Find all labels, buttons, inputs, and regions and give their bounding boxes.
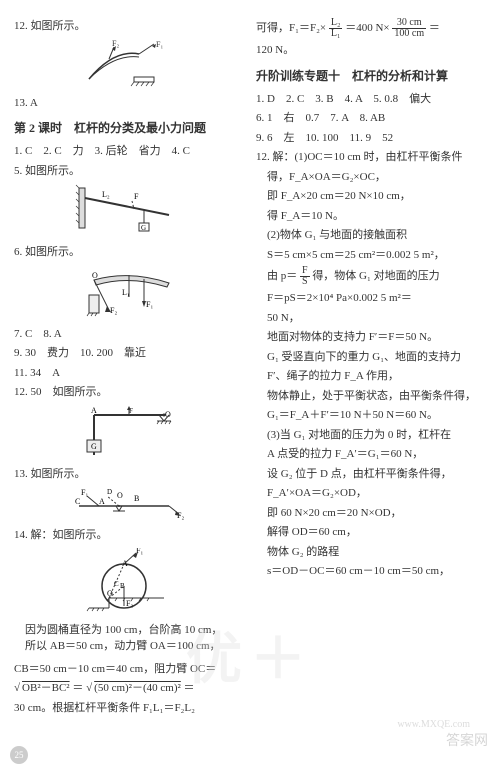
s12-4: (2)物体 G₁ 与地面的接触面积 (256, 227, 486, 244)
figure-14: O A F₁ F₂ B C (14, 548, 244, 618)
s12-3: 得 F_A＝10 N。 (256, 208, 486, 225)
text: 14. 解：如图所示。 (14, 529, 108, 541)
sec2-answers: 1. C 2. C 力 3. 后轮 省力 4. C (14, 143, 244, 160)
item-11: 11. 34 A (14, 365, 244, 382)
calc-line-2: √OB²－BC² ＝ √(50 cm)²－(40 cm)² ＝ (14, 680, 244, 697)
text: 5. 如图所示。 (14, 165, 80, 177)
s12-10: G₁ 受竖直向下的重力 G₁、地面的支持力 (256, 349, 486, 366)
s12-6: 由 p＝ FS 得，物体 G₁ 对地面的压力 (256, 266, 486, 287)
item-14-text2: 所以 AB＝50 cm，动力臂 OA＝100 cm， (14, 638, 244, 655)
figure-13b: C A O B F₁ F₂ D (14, 486, 244, 521)
frac1: L₂L₁ (329, 18, 343, 39)
svg-text:F₁: F₁ (146, 300, 153, 309)
svg-text:O: O (92, 271, 98, 280)
s12-7: F＝pS＝2×10⁴ Pa×0.002 5 m²＝ (256, 290, 486, 307)
s12-21: s＝OD－OC＝60 cm－10 cm＝50 cm， (256, 563, 486, 580)
section-10-title: 升阶训练专题十 杠杆的分析和计算 (256, 67, 486, 85)
text: 12. 如图所示。 (14, 20, 86, 32)
s12-13: G₁＝F_A＋F′＝10 N＋50 N＝60 N。 (256, 407, 486, 424)
svg-text:G: G (141, 224, 146, 232)
mid: ＝ √ (70, 682, 93, 694)
item-13b: 13. 如图所示。 C A O B F₁ F₂ D (14, 466, 244, 522)
s12-15: A 点受的拉力 F_A′＝G₁＝60 N， (256, 446, 486, 463)
svg-text:F₂: F₂ (110, 306, 117, 315)
text: 13. 如图所示。 (14, 468, 86, 480)
s12-9: 地面对物体的支持力 F′＝F＝50 N。 (256, 329, 486, 346)
item-9-10: 9. 30 费力 10. 200 靠近 (14, 345, 244, 362)
svg-text:C: C (114, 580, 119, 588)
s12-16: 设 G₂ 位于 D 点，由杠杆平衡条件得， (256, 466, 486, 483)
item-12: 12. 如图所示。 F₁ F₂ (14, 18, 244, 89)
text: 13. A (14, 97, 38, 109)
item-13: 13. A (14, 95, 244, 112)
pre: 可得，F₁＝F₂× (256, 22, 326, 34)
s12-12: 物体静止，处于平衡状态，由平衡条件得， (256, 388, 486, 405)
a6: 6. 1 右 0.7 7. A 8. AB (256, 110, 486, 127)
s12-8: 50 N， (256, 310, 486, 327)
svg-text:F: F (134, 192, 139, 201)
calc-line-1: CB＝50 cm－10 cm＝40 cm，阻力臂 OC＝ (14, 661, 244, 678)
svg-text:F₁: F₁ (156, 40, 163, 49)
figure-6: O F₂ L₁ F₁ (14, 265, 244, 320)
end: 得，物体 G₁ 对地面的压力 (312, 270, 439, 282)
s12: 12. 解：(1)OC＝10 cm 时，由杠杆平衡条件 (256, 149, 486, 166)
figure-12b: A F O G (14, 405, 244, 460)
s12-19: 解得 OD＝60 cm， (256, 524, 486, 541)
svg-text:C: C (75, 497, 80, 506)
figure-5: L₂ F G (14, 183, 244, 238)
text: 6. 如图所示。 (14, 246, 80, 258)
s12-14: (3)当 G₁ 对地面的压力为 0 时，杠杆在 (256, 427, 486, 444)
page-content: 12. 如图所示。 F₁ F₂ 13. A 第 2 课时 杠杆的分类及最小力问题… (0, 0, 500, 740)
svg-text:A: A (91, 406, 97, 415)
svg-text:F₁: F₁ (81, 488, 88, 497)
svg-text:A: A (99, 497, 105, 506)
s12-17: F_A′×OA＝G₂×OD， (256, 485, 486, 502)
item-7-8: 7. C 8. A (14, 326, 244, 343)
svg-text:L₁: L₁ (122, 288, 130, 297)
figure-12: F₁ F₂ (14, 39, 244, 89)
s12-11: F′、绳子的拉力 F_A 作用， (256, 368, 486, 385)
calc-line-3: 30 cm。根据杠杆平衡条件 F₁L₁＝F₂L₂ (14, 700, 244, 717)
s12-2: 即 F_A×20 cm＝20 N×10 cm， (256, 188, 486, 205)
calc-line-5: 120 N。 (256, 42, 486, 59)
item-14-text1: 因为圆桶直径为 100 cm，台阶高 10 cm， (14, 622, 244, 639)
item-6: 6. 如图所示。 O F₂ L₁ F₁ (14, 244, 244, 320)
mid: ＝400 N× (345, 22, 389, 34)
s12-5: S＝5 cm×5 cm＝25 cm²＝0.002 5 m²， (256, 247, 486, 264)
section-2-title: 第 2 课时 杠杆的分类及最小力问题 (14, 119, 244, 137)
end: ＝ (181, 682, 195, 694)
calc-line-4: 可得，F₁＝F₂× L₂L₁ ＝400 N× 30 cm100 cm ＝ (256, 18, 486, 39)
svg-text:L₂: L₂ (102, 190, 110, 199)
svg-text:D: D (107, 488, 112, 496)
page-number: 25 (10, 746, 28, 764)
s12-20: 物体 G₂ 的路程 (256, 544, 486, 561)
frac2: 30 cm100 cm (392, 18, 426, 39)
pre: 由 p＝ (267, 270, 297, 282)
svg-text:G: G (91, 442, 97, 451)
frac: FS (300, 266, 310, 287)
a9: 9. 6 左 10. 100 11. 9 52 (256, 130, 486, 147)
item-5: 5. 如图所示。 L₂ F G (14, 163, 244, 239)
text: 12. 50 如图所示。 (14, 386, 108, 398)
item-12b: 12. 50 如图所示。 A F O G (14, 384, 244, 460)
s12-1: 得，F_A×OA＝G₂×OC， (256, 169, 486, 186)
radicand2: (50 cm)²－(40 cm)² (92, 682, 181, 694)
item-14: 14. 解：如图所示。 O A F₁ F₂ B C 因为圆桶直径为 100 cm… (14, 527, 244, 655)
svg-text:F₂: F₂ (126, 599, 133, 608)
radicand1: OB²－BC² (20, 682, 70, 694)
svg-text:O: O (117, 491, 123, 500)
svg-text:B: B (134, 494, 139, 503)
end: ＝ (429, 22, 440, 34)
svg-text:O: O (165, 410, 171, 419)
a1: 1. D 2. C 3. B 4. A 5. 0.8 偏大 (256, 91, 486, 108)
s12-18: 即 60 N×20 cm＝20 N×OD， (256, 505, 486, 522)
svg-text:B: B (120, 582, 125, 590)
